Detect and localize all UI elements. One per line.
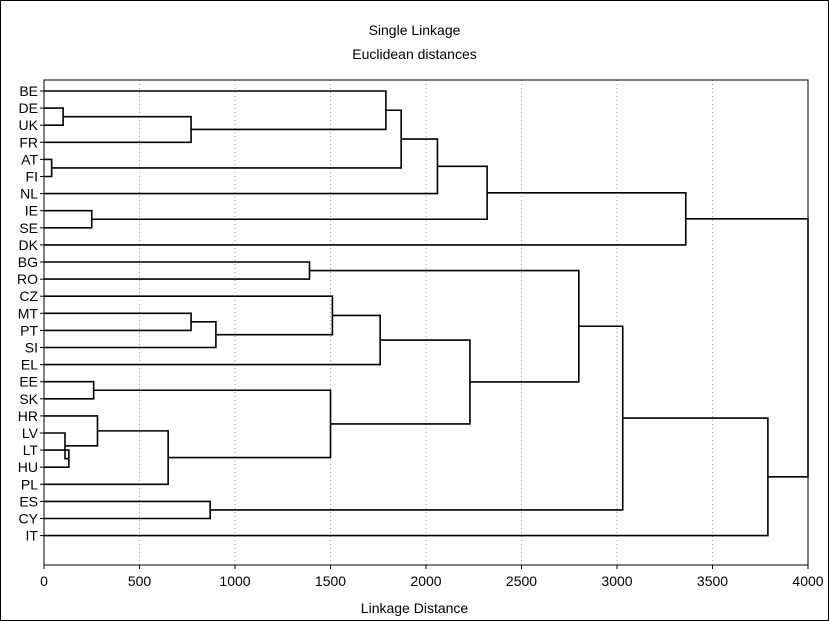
leaf-label: MT (18, 305, 39, 321)
leaf-label: LT (23, 442, 39, 458)
leaf-label: IE (25, 203, 38, 219)
leaf-label: SI (25, 340, 38, 356)
dendrogram-link (44, 158, 53, 178)
x-tick-label: 3500 (697, 573, 728, 589)
dendrogram-link (44, 138, 439, 195)
chart-title: Single Linkage (368, 22, 461, 38)
x-tick-label: 0 (40, 573, 48, 589)
dendrogram-link (685, 218, 809, 478)
leaf-label: DE (19, 100, 38, 116)
leaf-label: BE (19, 83, 38, 99)
leaf-label: SK (19, 391, 38, 407)
leaf-label: EE (19, 374, 38, 390)
dendrogram-link (44, 415, 99, 447)
x-tick-label: 4000 (792, 573, 823, 589)
dendrogram-link (330, 339, 471, 425)
x-tick-label: 2500 (506, 573, 537, 589)
dendrogram-link (44, 107, 64, 126)
leaf-label: LV (22, 425, 39, 441)
dendrogram-link (44, 209, 93, 229)
dendrogram-link (44, 312, 192, 332)
leaf-label: EL (21, 357, 38, 373)
dendrogram-link (44, 261, 311, 280)
dendrogram-link (44, 90, 387, 131)
dendrogram-link (51, 109, 402, 169)
leaf-label: HU (18, 459, 38, 475)
dendrogram-link (44, 314, 381, 366)
dendrogram-link (44, 321, 217, 349)
leaf-label: BG (18, 254, 38, 270)
leaf-label: PL (21, 476, 38, 492)
leaf-label: ES (19, 493, 38, 509)
leaf-label: HR (18, 408, 38, 424)
x-axis-ticks: 0 500 1000 1500 2000 2500 3000 3500 4000 (40, 565, 824, 589)
x-tick-label: 3000 (601, 573, 632, 589)
leaf-label: IT (26, 528, 39, 544)
leaf-label: FR (19, 134, 38, 150)
dendrogram-link (93, 389, 332, 459)
leaf-label: CY (19, 511, 39, 527)
leaf-label: NL (20, 186, 38, 202)
grid-lines (139, 80, 713, 565)
dendrogram-link (44, 500, 211, 520)
leaf-label: SE (19, 220, 38, 236)
leaf-label: CZ (19, 288, 38, 304)
leaf-label: AT (21, 151, 38, 167)
x-tick-label: 1000 (219, 573, 250, 589)
dendrogram-link (44, 295, 334, 336)
x-axis-label: Linkage Distance (360, 600, 469, 616)
dendrogram-link (44, 430, 169, 486)
leaf-label: DK (19, 237, 39, 253)
dendrogram-branches (44, 90, 809, 537)
dendrogram-link (210, 325, 624, 511)
x-tick-label: 1500 (315, 573, 346, 589)
leaf-label: UK (19, 117, 39, 133)
leaf-label: FI (26, 169, 38, 185)
dendrogram-link (44, 115, 192, 144)
leaf-label: RO (17, 271, 38, 287)
leaf-label: PT (20, 322, 38, 338)
dendrogram-link (44, 380, 95, 400)
x-tick-label: 500 (128, 573, 152, 589)
chart-subtitle: Euclidean distances (352, 46, 477, 62)
dendrogram-link (91, 165, 488, 221)
x-tick-label: 2000 (410, 573, 441, 589)
